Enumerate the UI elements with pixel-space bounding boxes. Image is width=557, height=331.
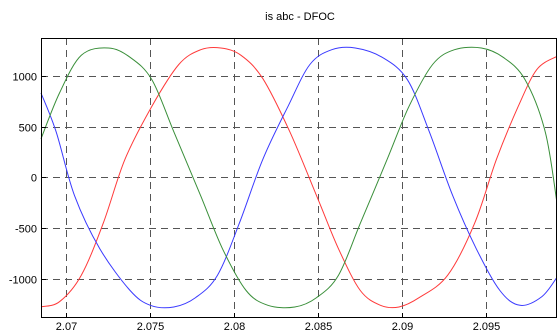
y-tick-label: 0 [31,173,37,185]
y-tick-label: -1000 [9,275,37,287]
chart-title: is abc - DFOC [265,11,335,23]
x-tick-label: 2.08 [224,321,245,331]
x-tick-label: 2.09 [392,321,413,331]
x-tick-label: 2.085 [305,321,333,331]
series-line-1 [40,46,557,309]
y-tick-label: 1000 [13,72,37,84]
series-line-3 [40,46,557,309]
x-tick-label: 2.095 [473,321,501,331]
series-layer [40,46,557,309]
y-tick-label: -500 [15,224,37,236]
y-tick-label: 500 [19,123,37,135]
x-tick-label: 2.07 [56,321,77,331]
x-tick-label: 2.075 [137,321,165,331]
tick-layer: 2.07 2.075 2.08 2.085 2.09 2.095 1000 500 0 -500 -… [9,72,500,331]
series-line-2 [40,46,557,309]
